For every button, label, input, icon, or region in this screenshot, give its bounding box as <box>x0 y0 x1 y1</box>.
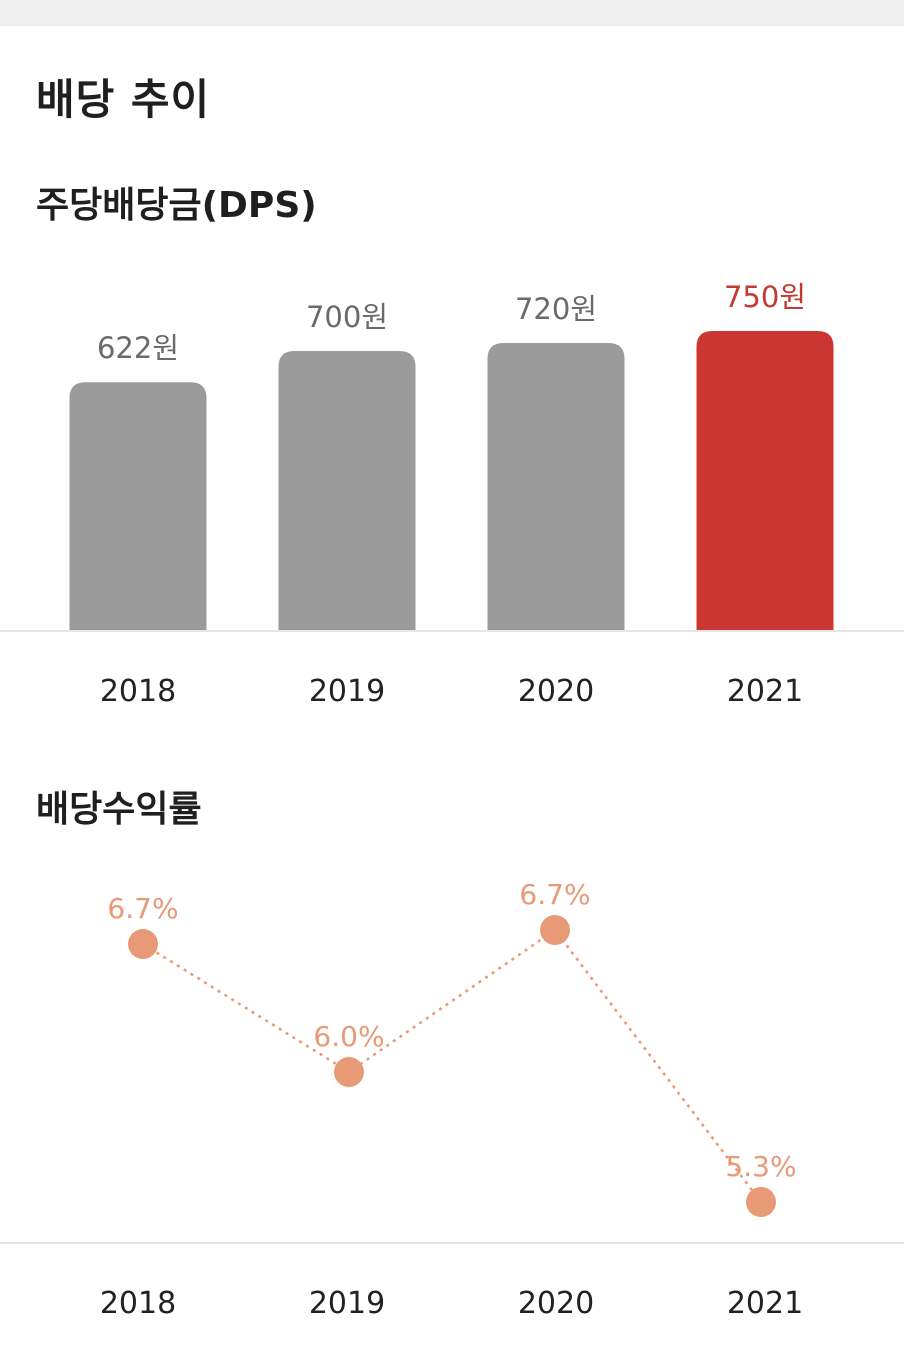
yield-point-2020 <box>540 915 570 945</box>
yield-value-label: 6.7% <box>107 892 178 925</box>
yield-x-tick: 2018 <box>100 1286 176 1321</box>
dps-value-label: 750원 <box>724 280 806 314</box>
yield-line-chart: 6.7% 6.0% 6.7% 5.3% 2018 2019 2020 2021 <box>0 878 904 1321</box>
dps-chart-title: 주당배당금(DPS) <box>36 185 317 226</box>
dps-x-tick: 2019 <box>309 674 385 709</box>
dps-x-tick: 2021 <box>727 674 803 709</box>
dps-bar-2021 <box>696 331 834 631</box>
yield-x-tick: 2021 <box>727 1286 803 1321</box>
dps-value-label: 700원 <box>306 300 388 334</box>
yield-value-label: 6.7% <box>519 878 590 911</box>
dps-bar-chart: 622원 700원 720원 750원 2018 2019 2020 2021 <box>0 280 904 709</box>
dps-bar-2019 <box>278 351 416 631</box>
dps-bar-2020 <box>487 343 625 631</box>
page-title: 배당 추이 <box>36 75 211 124</box>
yield-chart-title: 배당수익률 <box>36 789 202 830</box>
dps-value-label: 622원 <box>97 331 179 365</box>
yield-point-2018 <box>128 929 158 959</box>
yield-series-line <box>142 928 762 1203</box>
yield-x-tick: 2020 <box>518 1286 594 1321</box>
yield-point-2019 <box>334 1057 364 1087</box>
dps-bar-2018 <box>69 382 207 631</box>
yield-point-2021 <box>746 1187 776 1217</box>
yield-value-label: 5.3% <box>725 1150 796 1183</box>
dps-value-label: 720원 <box>515 292 597 326</box>
dps-x-tick: 2018 <box>100 674 176 709</box>
dps-x-tick: 2020 <box>518 674 594 709</box>
top-status-strip <box>0 0 904 26</box>
yield-value-label: 6.0% <box>313 1020 384 1053</box>
yield-x-tick: 2019 <box>309 1286 385 1321</box>
